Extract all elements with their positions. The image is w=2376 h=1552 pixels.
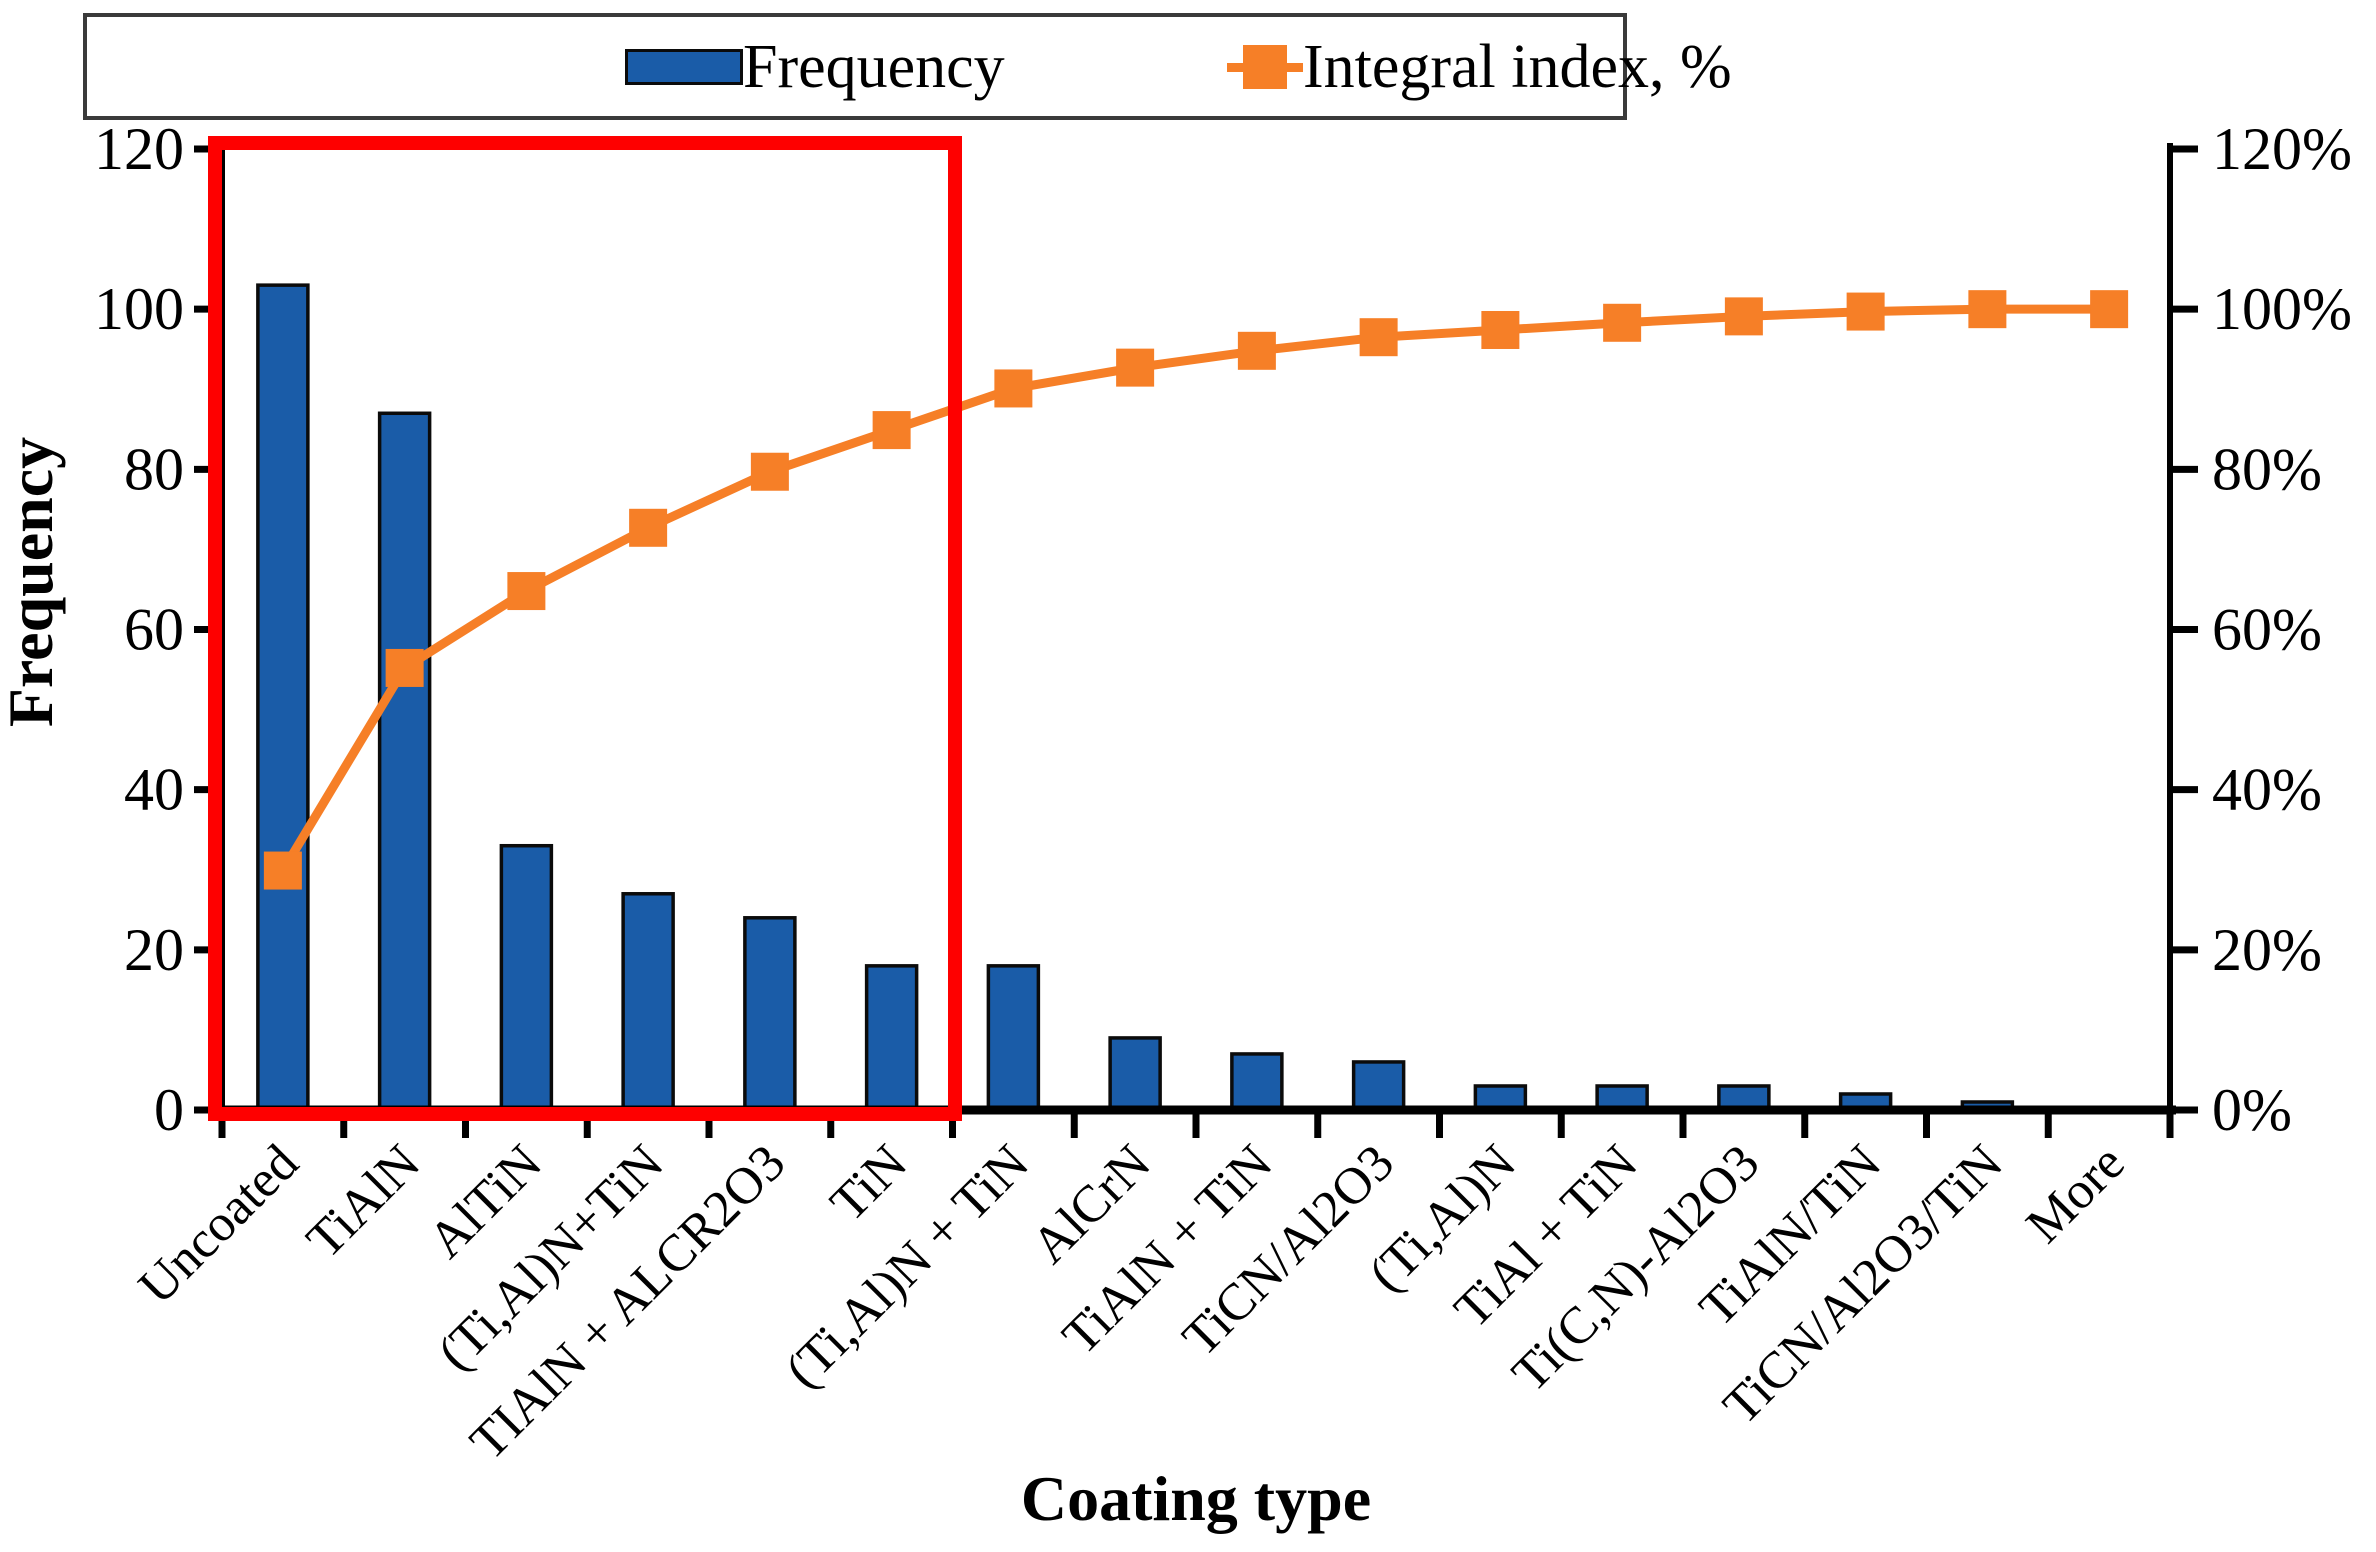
left-axis-tick-label: 0 — [154, 1077, 184, 1143]
frequency-bar — [256, 283, 310, 1112]
integral-index-marker — [507, 572, 546, 611]
legend-label-integral-index: Integral index, % — [1303, 32, 1732, 101]
right-axis-tick-label: 120% — [2212, 116, 2352, 182]
integral-index-marker — [1359, 318, 1398, 357]
chart-legend: Frequency Integral index, % — [83, 13, 1732, 120]
integral-index-marker — [1846, 292, 1885, 331]
x-category-label: TiN — [820, 1134, 918, 1232]
left-axis-tick-label: 80 — [124, 436, 184, 502]
legend-item-integral-index: Integral index, % — [1227, 17, 1732, 116]
integral-line-marker-swatch-icon — [1227, 43, 1303, 91]
frequency-bar — [1351, 1060, 1406, 1112]
frequency-bar-swatch-icon — [625, 48, 743, 85]
integral-index-marker — [994, 369, 1033, 408]
right-axis-tick-label: 0% — [2212, 1077, 2292, 1143]
integral-index-marker — [872, 411, 911, 450]
x-category-label: TiAlN — [296, 1134, 431, 1269]
left-axis-tick-label: 40 — [124, 757, 184, 823]
legend-item-frequency: Frequency — [625, 17, 1005, 116]
right-axis-tick-label: 80% — [2212, 436, 2322, 502]
frequency-bars-layer — [256, 283, 2015, 1112]
integral-index-marker — [629, 508, 668, 547]
frequency-bar — [986, 964, 1041, 1112]
left-axis-tick-label: 120 — [94, 116, 184, 182]
left-axis-tick-label: 100 — [94, 276, 184, 342]
legend-label-frequency: Frequency — [743, 32, 1005, 101]
integral-index-marker — [1237, 331, 1276, 370]
frequency-bar — [621, 892, 675, 1112]
x-category-label: Uncoated — [128, 1134, 309, 1315]
integral-index-marker — [1603, 303, 1642, 342]
red-highlight-box — [208, 136, 962, 1121]
frequency-bar — [864, 964, 919, 1112]
integral-index-marker — [385, 648, 424, 687]
axes-layer: 0 20 40 60 80 100 120 0% 20% 40% 60% 80% 100% 120% Unc… — [94, 116, 2352, 1471]
frequency-bar — [1108, 1036, 1162, 1112]
right-axis-tick-label: 100% — [2212, 276, 2352, 342]
integral-index-marker — [1116, 348, 1155, 387]
highlight-layer — [208, 136, 962, 1121]
integral-index-line-layer — [263, 290, 2129, 890]
x-category-label: More — [2016, 1134, 2136, 1254]
left-axis-tick-label: 60 — [124, 597, 184, 663]
integral-index-marker — [1724, 297, 1763, 336]
right-axis-tick-label: 40% — [2212, 757, 2322, 823]
frequency-bar — [377, 411, 432, 1112]
frequency-bar — [743, 916, 797, 1112]
integral-index-marker — [1481, 310, 1520, 349]
integral-index-marker — [750, 452, 789, 491]
right-axis-tick-label: 20% — [2212, 917, 2322, 983]
frequency-bar — [1230, 1052, 1284, 1112]
integral-index-line — [279, 304, 2110, 873]
integral-index-marker — [2090, 290, 2129, 329]
y-axis-title: Frequency — [0, 437, 66, 727]
right-axis-tick-label: 60% — [2212, 597, 2322, 663]
integral-index-marker — [263, 851, 302, 890]
frequency-bar — [499, 843, 554, 1112]
integral-index-marker — [1968, 290, 2007, 329]
left-axis-tick-label: 20 — [124, 917, 184, 983]
x-axis-title: Coating type — [1021, 1463, 1371, 1534]
